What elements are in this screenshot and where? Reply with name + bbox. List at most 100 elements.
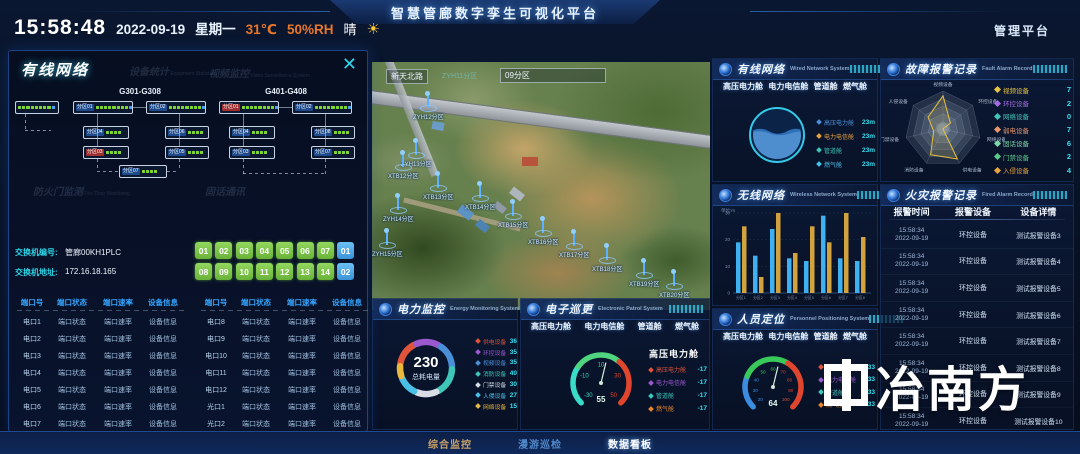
legend-label: 弱电设备 — [1003, 127, 1029, 135]
svg-text:分区4: 分区4 — [787, 295, 797, 300]
port-table-row: 电口3 端口状态 端口速率 设备信息 — [15, 347, 187, 364]
led-green-icon — [255, 150, 259, 155]
wired-tabs: 高压电力舱 电力电信舱 管道舱 燃气舱 — [723, 81, 867, 92]
port-cell: 端口速率 — [288, 386, 316, 394]
switch-node[interactable]: 分区02 — [292, 101, 352, 114]
equalizer-decoration-icon — [849, 65, 884, 73]
switch-node[interactable]: 分区02 — [146, 101, 206, 114]
alarm-detail: 测试报警设备6 — [1016, 312, 1061, 320]
port-table-row: 光口1 端口状态 端口速率 设备信息 — [199, 398, 371, 415]
port-number-cell[interactable]: 01 — [195, 242, 212, 259]
legend-value: 35 — [509, 348, 517, 356]
switch-node[interactable]: 分区07 — [119, 165, 167, 178]
port-number-cell[interactable]: 02 — [337, 263, 355, 280]
building — [522, 157, 538, 166]
map-pin-icon — [425, 91, 430, 108]
port-number-cell[interactable]: 08 — [195, 263, 212, 280]
port-cell: 端口速率 — [288, 318, 316, 326]
switch-node[interactable]: 分区03 — [83, 146, 129, 159]
legend-marker-icon — [475, 338, 481, 345]
svg-text:分区1: 分区1 — [736, 295, 746, 300]
port-name: 电口11 — [205, 369, 227, 377]
switch-node[interactable]: 分区03 — [229, 146, 275, 159]
svg-text:分区7: 分区7 — [838, 295, 848, 300]
legend-item: 视频设备 7 — [993, 83, 1071, 96]
alarm-detail: 测试报警设备4 — [1016, 259, 1061, 267]
tab-wired-1[interactable]: 电力电信舱 — [768, 82, 809, 91]
wired-legend: 高压电力舱 23m 电力电信舱 23m 管道舱 23m 燃气舱 23m — [816, 115, 875, 171]
led-green-icon — [112, 105, 116, 110]
alarm-date-line: 2022-09-19 — [895, 394, 929, 402]
platform-link[interactable]: 管理平台 — [993, 24, 1050, 38]
tab-patrol-2[interactable]: 管道舱 — [637, 322, 662, 331]
port-cell: 端口状态 — [58, 352, 86, 360]
port-number-cell[interactable]: 03 — [235, 242, 253, 259]
port-number-cell[interactable]: 06 — [296, 242, 314, 259]
wired-network-popup: 有线网络 ✕ G301-G308 分区01 分区02 分区04 分区06 分区03 分区05… — [8, 50, 371, 432]
port-number-cell[interactable]: 02 — [215, 242, 233, 259]
switch-node[interactable]: 分区04 — [83, 126, 129, 139]
switch-node[interactable]: 分区07 — [311, 146, 355, 159]
tab-wired-0[interactable]: 高压电力舱 — [723, 82, 763, 91]
legend-marker-icon — [475, 349, 481, 356]
tab-person-1[interactable]: 电力电信舱 — [768, 332, 809, 341]
nav-item-1[interactable]: 漫游巡检 — [518, 439, 562, 451]
map-pin-icon — [540, 216, 545, 233]
port-number-cell[interactable]: 09 — [215, 263, 233, 280]
satellite-map[interactable]: 新天北路 09分区 ZYH11分区 ZYH12分区 ZYH13分区 XTB12分区 Z… — [372, 62, 710, 310]
switch-node[interactable]: 分区08 — [311, 126, 355, 139]
led-strip — [251, 130, 268, 135]
tab-person-0[interactable]: 高压电力舱 — [723, 332, 763, 341]
legend-marker-icon — [475, 370, 481, 377]
led-green-icon — [168, 105, 172, 110]
tab-patrol-3[interactable]: 燃气舱 — [674, 322, 699, 331]
led-green-icon — [251, 130, 255, 135]
tab-person-2[interactable]: 管道舱 — [813, 332, 838, 341]
legend-marker-icon — [648, 379, 654, 386]
port-number-cell[interactable]: 01 — [337, 242, 355, 259]
tab-patrol-0[interactable]: 高压电力舱 — [531, 322, 571, 331]
port-cell: 设备信息 — [333, 420, 361, 428]
legend-value: -17 — [697, 379, 707, 386]
port-number-cell[interactable]: 10 — [235, 263, 253, 280]
legend-item: 网络设备 15 — [475, 401, 517, 412]
nav-item-2[interactable]: 数据看板 — [608, 439, 652, 451]
svg-text:80: 80 — [787, 378, 793, 383]
map-road-label: 新天北路 — [386, 69, 428, 84]
tab-patrol-1[interactable]: 电力电信舱 — [584, 322, 625, 331]
port-number-cell[interactable]: 11 — [255, 263, 273, 280]
legend-label: 供电设备 — [483, 339, 507, 346]
tab-wired-3[interactable]: 燃气舱 — [842, 82, 867, 91]
switch-node[interactable]: 分区01 — [219, 101, 279, 114]
switch-node[interactable]: 分区01 — [73, 101, 133, 114]
port-number-cell[interactable]: 05 — [276, 242, 294, 259]
patrol-tabs: 高压电力舱 电力电信舱 管道舱 燃气舱 — [531, 321, 699, 332]
port-number-cell[interactable]: 04 — [255, 242, 273, 259]
alarm-detail: 测试报警设备9 — [1016, 392, 1061, 400]
switch-node[interactable]: 分区04 — [229, 126, 275, 139]
svg-text:分区5: 分区5 — [804, 295, 814, 300]
led-strip — [333, 130, 350, 135]
led-green-icon — [327, 105, 331, 110]
nav-item-0[interactable]: 综合监控 — [428, 439, 472, 451]
switch-node[interactable]: 分区06 — [165, 126, 209, 139]
port-number-cell[interactable]: 13 — [296, 263, 314, 280]
led-green-icon — [195, 130, 200, 135]
legend-value: 23m — [861, 160, 875, 168]
close-icon[interactable]: ✕ — [341, 54, 357, 74]
panel-electronic-patrol: 电子巡更 Electronic Patrol System 高压电力舱 电力电信舱… — [520, 298, 710, 430]
port-number-cell[interactable]: 07 — [316, 242, 334, 259]
port-number-cell[interactable]: 14 — [316, 263, 334, 280]
legend-label: 高压电力舱 — [656, 368, 687, 374]
svg-text:门禁设备: 门禁设备 — [881, 136, 899, 143]
power-legend: 供电设备 36 环控设备 35 视频设备 35 消防设备 40 门禁设备 30 人侵设备 27 网络设备… — [475, 336, 517, 412]
legend-marker-icon — [993, 166, 1002, 174]
background-panel-title: 固话通讯 — [205, 187, 245, 198]
switch-node[interactable]: 分区05 — [165, 146, 209, 159]
tab-wired-2[interactable]: 管道舱 — [813, 82, 838, 91]
tab-person-3[interactable]: 燃气舱 — [842, 332, 867, 341]
port-number-cell[interactable]: 12 — [276, 263, 294, 280]
led-green-icon — [245, 105, 249, 110]
switch-node[interactable] — [15, 101, 59, 114]
port-name: 电口2 — [23, 335, 41, 343]
